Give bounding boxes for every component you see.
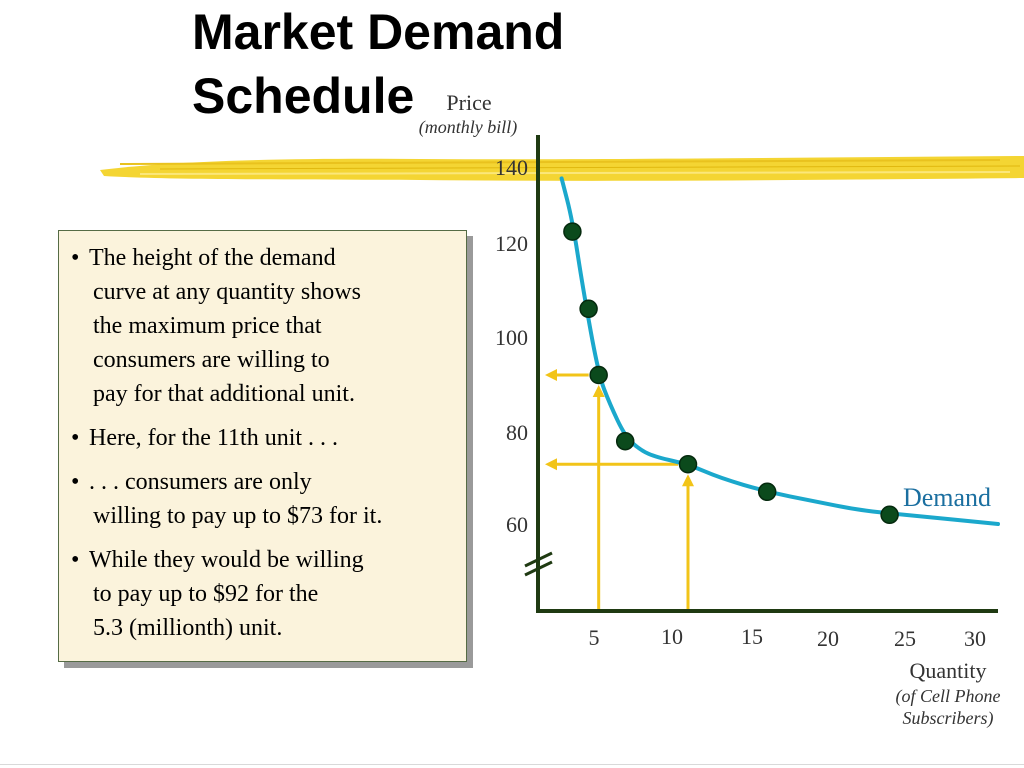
y-tick-label: 80 xyxy=(506,420,528,445)
left-arrow-head-icon xyxy=(545,369,557,381)
left-arrow-head-icon xyxy=(545,458,557,471)
y-axis-title: Price xyxy=(446,90,491,115)
bullet-1-line-1: The height of the demand xyxy=(89,245,336,271)
bullet-1-line-4: consumers are willing to xyxy=(93,347,330,373)
bullet-list: The height of the demand curve at any qu… xyxy=(71,241,458,645)
yellow-brush-stroke xyxy=(100,156,1024,181)
x-tick-label: 30 xyxy=(964,626,986,651)
y-axis-subtitle: (monthly bill) xyxy=(419,117,517,138)
bullet-4-line-2: to pay up to $92 for the xyxy=(93,581,319,607)
y-tick-label: 120 xyxy=(495,231,528,256)
demand-series xyxy=(559,176,1000,526)
bullet-item: Here, for the 11th unit . . . xyxy=(71,421,458,455)
bullet-3-line-1: . . . consumers are only xyxy=(89,469,312,495)
chart-labels: 140 120 100 80 60 5 10 15 20 25 30 Price(monthly bi… xyxy=(419,90,1001,729)
x-axis-subtitle-line: Subscribers) xyxy=(903,708,994,729)
bullet-item: . . . consumers are only willing to pay … xyxy=(71,465,458,533)
x-tick-label: 5 xyxy=(589,625,600,650)
slide-title-line-1: Market Demand xyxy=(192,4,565,60)
bullet-2-line-1: Here, for the 11th unit . . . xyxy=(89,425,339,451)
up-arrow-head-icon xyxy=(682,474,694,487)
demand-data-point xyxy=(615,431,635,451)
x-tick-label: 15 xyxy=(741,624,763,649)
slide-title-line-2: Schedule xyxy=(192,68,415,124)
demand-curve-line xyxy=(559,176,1000,526)
demand-data-point xyxy=(589,365,608,385)
explanation-text-box: The height of the demand curve at any qu… xyxy=(58,230,467,662)
annotation-guides xyxy=(545,369,694,609)
demand-data-point xyxy=(678,454,698,474)
demand-data-point xyxy=(563,222,582,241)
slide-bottom-divider xyxy=(0,764,1024,765)
bullet-1-line-3: the maximum price that xyxy=(93,313,322,339)
demand-data-point xyxy=(579,299,598,319)
slide-title: Market Demand Schedule xyxy=(192,0,712,128)
bullet-3-line-2: willing to pay up to $73 for it. xyxy=(93,503,383,529)
bullet-4-line-1: While they would be willing xyxy=(89,547,364,573)
x-tick-label: 20 xyxy=(817,626,839,651)
bullet-1-line-5: pay for that additional unit. xyxy=(93,381,355,407)
y-tick-label: 100 xyxy=(495,325,528,350)
y-tick-label: 60 xyxy=(506,512,528,537)
demand-data-point xyxy=(757,482,777,502)
demand-data-point xyxy=(880,505,899,525)
chart-axes xyxy=(524,135,998,613)
axis-break-mark xyxy=(524,560,553,577)
x-tick-label: 10 xyxy=(661,624,683,649)
bullet-1-line-2: curve at any quantity shows xyxy=(93,279,361,305)
bullet-item: The height of the demand curve at any qu… xyxy=(71,241,458,411)
bullet-item: While they would be willing to pay up to… xyxy=(71,543,458,645)
bullet-4-line-3: 5.3 (millionth) unit. xyxy=(93,615,283,641)
y-tick-label: 140 xyxy=(495,155,528,180)
x-tick-label: 25 xyxy=(894,626,916,651)
axis-break-mark xyxy=(524,551,553,568)
demand-series-label: Demand xyxy=(903,483,991,512)
x-axis-title: Quantity xyxy=(910,658,987,683)
x-axis-subtitle-line: (of Cell Phone xyxy=(896,686,1001,707)
up-arrow-head-icon xyxy=(592,385,605,397)
